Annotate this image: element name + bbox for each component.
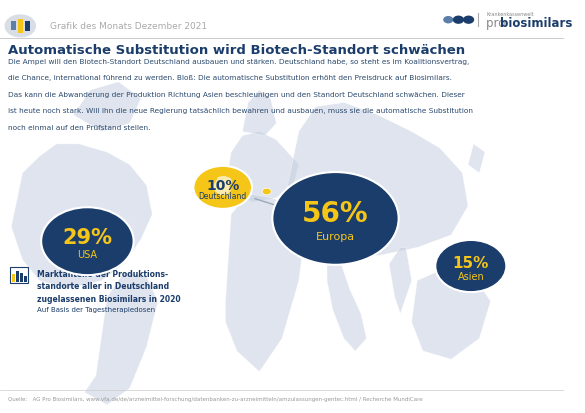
Polygon shape [412, 268, 491, 359]
Text: 56%: 56% [302, 199, 369, 227]
Text: Das kann die Abwanderung der Produktion Richtung Asien beschleunigen und den Sta: Das kann die Abwanderung der Produktion … [8, 92, 465, 97]
Circle shape [443, 17, 453, 24]
Text: noch einmal auf den Prüfstand stellen.: noch einmal auf den Prüfstand stellen. [8, 125, 151, 131]
Text: Europa: Europa [316, 231, 355, 242]
Circle shape [262, 189, 271, 195]
Bar [16, 271, 19, 282]
Text: die Chance, international führend zu werden. Bloß: Die automatische Substitution: die Chance, international führend zu wer… [8, 75, 452, 81]
Polygon shape [11, 145, 152, 289]
Bar [20, 273, 23, 282]
Bar [12, 275, 15, 282]
Text: biosimilars: biosimilars [500, 17, 573, 30]
Text: Grafik des Monats Dezember 2021: Grafik des Monats Dezember 2021 [50, 21, 207, 31]
Polygon shape [242, 91, 276, 136]
Circle shape [435, 240, 507, 292]
Polygon shape [73, 83, 141, 132]
Text: Marktanteile der Produktions-
standorte aller in Deutschland
zugelassenen Biosim: Marktanteile der Produktions- standorte … [37, 269, 180, 303]
Polygon shape [468, 145, 485, 173]
Polygon shape [327, 256, 367, 351]
Text: Die Ampel will den Biotech-Standort Deutschland ausbauen und stärken. Deutschlan: Die Ampel will den Biotech-Standort Deut… [8, 59, 470, 64]
Polygon shape [226, 194, 304, 372]
Bar [11, 22, 16, 31]
Text: Auf Basis der Tagestherapiedosen: Auf Basis der Tagestherapiedosen [37, 306, 155, 312]
Text: USA: USA [77, 249, 97, 259]
Bar [18, 20, 23, 33]
Text: Krankenkassenwelt: Krankenkassenwelt [486, 12, 534, 17]
Polygon shape [389, 248, 412, 314]
Polygon shape [85, 273, 158, 405]
Circle shape [463, 17, 474, 25]
Polygon shape [214, 177, 232, 196]
Text: ist heute noch stark. Will ihn die neue Regierung tatsächlich bewahren und ausba: ist heute noch stark. Will ihn die neue … [8, 108, 473, 114]
Bar [24, 276, 27, 282]
Text: 29%: 29% [63, 228, 112, 247]
Text: Quelle:   AG Pro Biosimilars, www.vfa.de/de/arzneimittel-forschung/datenbanken-z: Quelle: AG Pro Biosimilars, www.vfa.de/d… [8, 396, 423, 401]
Text: pro: pro [486, 17, 509, 30]
Polygon shape [226, 132, 299, 202]
Text: Deutschland: Deutschland [198, 192, 247, 201]
Circle shape [41, 208, 133, 275]
Circle shape [194, 166, 252, 209]
Bar [25, 21, 30, 32]
Text: Automatische Substitution wird Biotech-Standort schwächen: Automatische Substitution wird Biotech-S… [8, 44, 466, 57]
Text: Asien: Asien [457, 271, 484, 281]
Text: 10%: 10% [206, 178, 239, 192]
Text: 15%: 15% [453, 256, 489, 271]
Circle shape [453, 17, 464, 25]
Bar [18, 20, 23, 33]
Bar [25, 21, 30, 32]
Circle shape [5, 15, 36, 38]
Polygon shape [288, 103, 468, 256]
Bar [10, 267, 28, 283]
Circle shape [273, 173, 398, 265]
Bar [11, 22, 16, 31]
